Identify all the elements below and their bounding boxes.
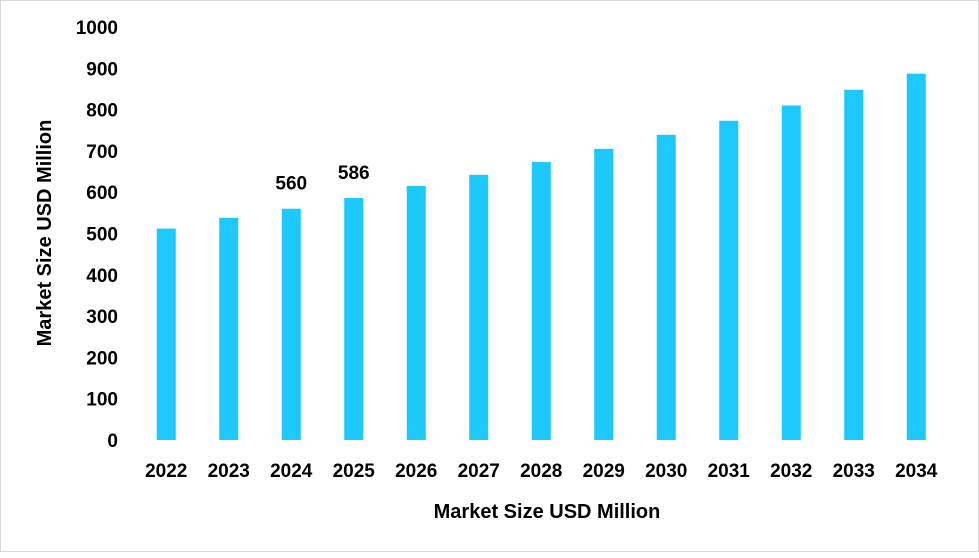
data-label: 586 [338, 163, 370, 184]
bar-2027 [469, 174, 489, 440]
y-tick-label: 500 [86, 225, 118, 246]
x-tick-label: 2029 [583, 461, 625, 482]
y-tick-label: 100 [86, 390, 118, 411]
bar-2024 [281, 208, 301, 440]
y-axis-title: Market Size USD Million [34, 120, 56, 347]
x-tick-label: 2024 [270, 461, 313, 482]
bar-2025 [344, 197, 364, 440]
bar-2031 [719, 120, 739, 440]
x-tick-label: 2034 [895, 461, 938, 482]
bar-2032 [781, 105, 801, 440]
x-tick-label: 2030 [645, 461, 687, 482]
y-tick-label: 900 [86, 59, 118, 80]
bar-2030 [656, 134, 676, 440]
x-tick-label: 2026 [395, 461, 437, 482]
bar-2034 [906, 73, 926, 440]
x-tick-label: 2033 [833, 461, 875, 482]
bar-2026 [406, 186, 426, 440]
y-tick-label: 600 [86, 183, 118, 204]
x-tick-label: 2023 [208, 461, 250, 482]
bar-2029 [594, 148, 614, 440]
x-tick-label: 2027 [458, 461, 500, 482]
y-tick-label: 700 [86, 142, 118, 163]
y-tick-label: 300 [86, 307, 118, 328]
x-tick-label: 2022 [145, 461, 187, 482]
y-tick-label: 0 [107, 431, 118, 452]
y-tick-label: 800 [86, 101, 118, 122]
bar-2033 [844, 89, 864, 440]
y-tick-label: 200 [86, 348, 118, 369]
y-tick-label: 1000 [76, 18, 118, 39]
x-tick-label: 2025 [333, 461, 376, 482]
bar-2028 [531, 162, 551, 440]
x-tick-label: 2032 [770, 461, 812, 482]
bar-2023 [219, 217, 239, 440]
x-tick-label: 2028 [520, 461, 562, 482]
bar-2022 [156, 228, 176, 440]
y-tick-label: 400 [86, 266, 118, 287]
x-tick-label: 2031 [708, 461, 751, 482]
data-label: 560 [275, 174, 307, 195]
x-axis-title: Market Size USD Million [434, 501, 661, 523]
